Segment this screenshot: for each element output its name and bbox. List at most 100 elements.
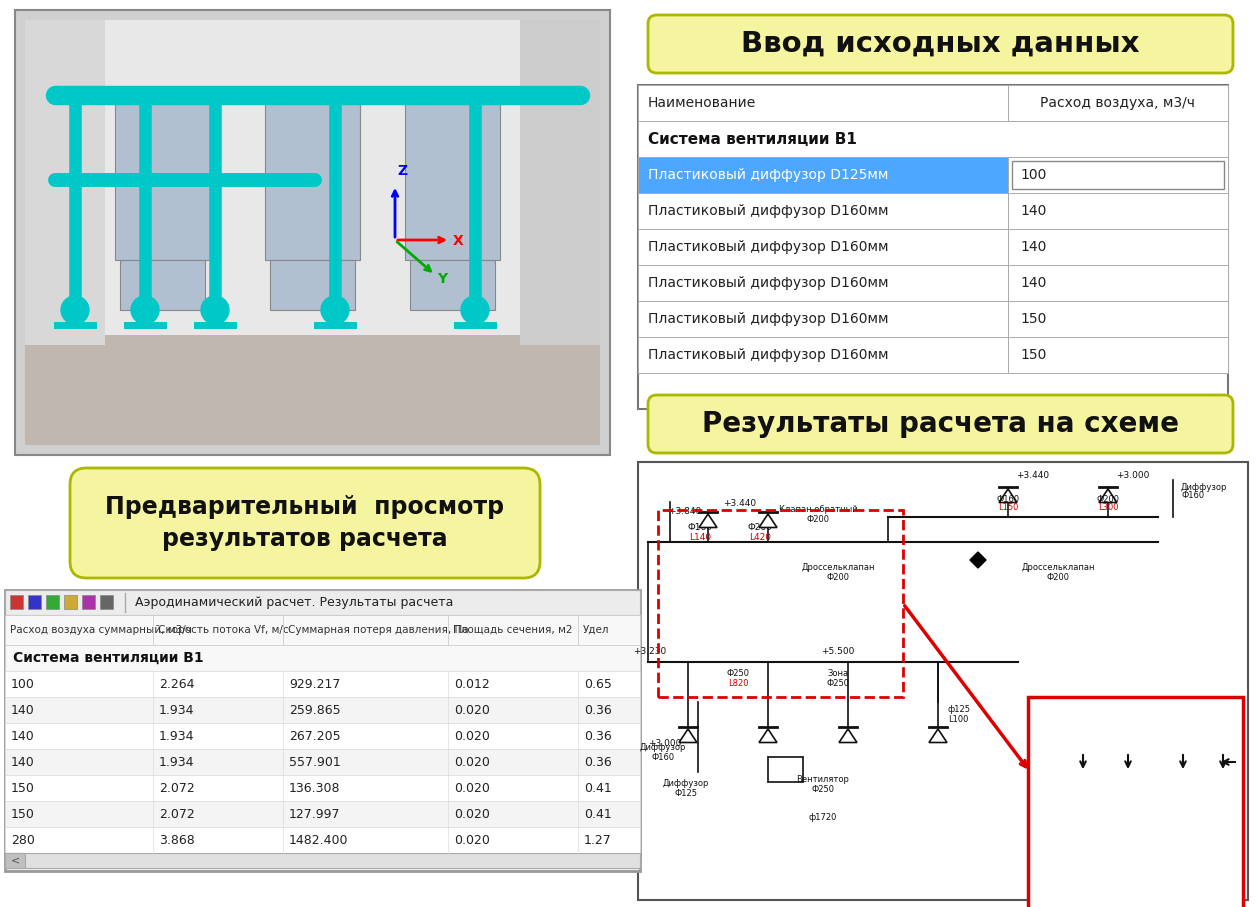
Text: +3.840: +3.840 bbox=[668, 508, 701, 516]
Text: Система вентиляции В1: Система вентиляции В1 bbox=[648, 132, 857, 147]
Text: Ф160: Ф160 bbox=[1181, 492, 1204, 501]
Bar bbox=[5, 801, 640, 827]
Text: +3.230: +3.230 bbox=[633, 648, 667, 657]
Text: Ф160: Ф160 bbox=[1079, 705, 1126, 719]
Text: 0.36: 0.36 bbox=[584, 704, 611, 717]
Bar bbox=[1008, 229, 1228, 265]
Text: 100: 100 bbox=[1020, 168, 1047, 182]
Text: +3.440: +3.440 bbox=[723, 500, 756, 509]
Text: L300: L300 bbox=[1098, 503, 1118, 512]
Bar bbox=[410, 260, 494, 310]
Text: Зона: Зона bbox=[828, 669, 849, 678]
Text: 1482.400: 1482.400 bbox=[289, 834, 348, 846]
Polygon shape bbox=[839, 729, 857, 743]
Text: Площадь сечения, м2: Площадь сечения, м2 bbox=[453, 625, 572, 635]
Text: 0.020: 0.020 bbox=[454, 756, 489, 768]
Bar bbox=[25, 20, 104, 345]
Text: Диффузор: Диффузор bbox=[663, 779, 710, 788]
Text: Пластиковый диффузор D160мм: Пластиковый диффузор D160мм bbox=[648, 312, 888, 326]
Bar bbox=[638, 157, 1008, 193]
Text: 2.072: 2.072 bbox=[159, 782, 195, 795]
Bar bbox=[5, 645, 640, 671]
FancyBboxPatch shape bbox=[648, 15, 1233, 73]
FancyBboxPatch shape bbox=[648, 395, 1233, 453]
Text: 259.865: 259.865 bbox=[289, 704, 341, 717]
Bar bbox=[1008, 337, 1228, 373]
Circle shape bbox=[60, 296, 89, 324]
Text: Скорость потока Vf, м/с: Скорость потока Vf, м/с bbox=[159, 625, 288, 635]
Text: Диффузор: Диффузор bbox=[1053, 884, 1113, 894]
Bar bbox=[638, 301, 1008, 337]
Text: 0.020: 0.020 bbox=[454, 782, 489, 795]
Text: Система вентиляции В1: Система вентиляции В1 bbox=[13, 651, 204, 665]
Text: ф125: ф125 bbox=[949, 706, 971, 715]
Polygon shape bbox=[1071, 867, 1094, 885]
Text: Пластиковый диффузор D160мм: Пластиковый диффузор D160мм bbox=[648, 240, 888, 254]
Text: Ф200: Ф200 bbox=[1097, 494, 1120, 503]
Polygon shape bbox=[1099, 489, 1117, 502]
Bar bbox=[5, 697, 640, 723]
Text: Предварительный  просмотр
результатов расчета: Предварительный просмотр результатов рас… bbox=[106, 495, 504, 551]
Text: 0.41: 0.41 bbox=[584, 782, 611, 795]
Bar bbox=[120, 260, 205, 310]
Text: Ф125: Ф125 bbox=[674, 789, 697, 798]
Bar bbox=[1028, 697, 1243, 907]
Text: 0.020: 0.020 bbox=[454, 834, 489, 846]
Text: ф1720: ф1720 bbox=[809, 813, 837, 822]
Text: Суммарная потеря давления, Па: Суммарная потеря давления, Па bbox=[288, 625, 469, 635]
Text: +3.840: +3.840 bbox=[1033, 716, 1079, 728]
Text: Ф200: Ф200 bbox=[747, 522, 772, 532]
Bar bbox=[638, 462, 1248, 900]
Text: Ф250: Ф250 bbox=[827, 679, 849, 688]
Bar bbox=[265, 90, 360, 260]
Text: +3.000: +3.000 bbox=[1116, 472, 1150, 481]
Text: 150: 150 bbox=[1020, 312, 1047, 326]
Bar bbox=[1008, 157, 1228, 193]
Text: +5.500: +5.500 bbox=[821, 648, 854, 657]
Text: 2.072: 2.072 bbox=[159, 807, 195, 821]
Text: +3.000: +3.000 bbox=[648, 739, 682, 748]
Text: 127.997: 127.997 bbox=[289, 807, 341, 821]
Text: 1.934: 1.934 bbox=[159, 729, 195, 743]
Text: 140: 140 bbox=[1020, 240, 1047, 254]
Text: Дроссельклапан: Дроссельклапан bbox=[1021, 562, 1094, 571]
Bar bbox=[1011, 161, 1224, 189]
Text: 0.012: 0.012 bbox=[454, 678, 489, 690]
Bar bbox=[5, 775, 640, 801]
Polygon shape bbox=[1117, 779, 1138, 795]
Text: Пластиковый диффузор D125мм: Пластиковый диффузор D125мм bbox=[648, 168, 888, 182]
Text: Расход воздуха суммарный, м3/ч: Расход воздуха суммарный, м3/ч bbox=[10, 625, 192, 635]
Text: L100: L100 bbox=[949, 716, 969, 725]
Text: 136.308: 136.308 bbox=[289, 782, 341, 795]
Bar bbox=[5, 749, 640, 775]
Polygon shape bbox=[1072, 779, 1094, 795]
Text: Ф200: Ф200 bbox=[827, 572, 849, 581]
Text: 140: 140 bbox=[11, 729, 35, 743]
Text: X: X bbox=[453, 234, 464, 248]
Polygon shape bbox=[1211, 867, 1235, 885]
Text: 0.65: 0.65 bbox=[584, 678, 611, 690]
Text: 929.217: 929.217 bbox=[289, 678, 341, 690]
Text: Дроссельклапан: Дроссельклапан bbox=[801, 562, 874, 571]
Polygon shape bbox=[759, 514, 777, 528]
Bar bbox=[1008, 265, 1228, 301]
Text: L820: L820 bbox=[727, 679, 749, 688]
Text: 150: 150 bbox=[11, 782, 35, 795]
Text: Пластиковый диффузор D160мм: Пластиковый диффузор D160мм bbox=[648, 204, 888, 218]
Bar bbox=[10, 595, 23, 609]
Text: Результаты расчета на схеме: Результаты расчета на схеме bbox=[702, 410, 1179, 438]
Bar bbox=[638, 265, 1008, 301]
Bar bbox=[82, 595, 96, 609]
Bar bbox=[5, 723, 640, 749]
Text: Клапан обратный: Клапан обратный bbox=[779, 505, 857, 514]
Text: Y: Y bbox=[437, 272, 447, 286]
Text: L140: L140 bbox=[689, 532, 711, 541]
Text: 1.27: 1.27 bbox=[584, 834, 611, 846]
Bar bbox=[5, 590, 640, 871]
Text: <: < bbox=[10, 855, 20, 865]
Bar bbox=[5, 853, 640, 868]
Text: Ф200: Ф200 bbox=[1160, 705, 1206, 719]
Text: 1.934: 1.934 bbox=[159, 704, 195, 717]
Bar bbox=[520, 20, 600, 345]
FancyBboxPatch shape bbox=[70, 468, 540, 578]
